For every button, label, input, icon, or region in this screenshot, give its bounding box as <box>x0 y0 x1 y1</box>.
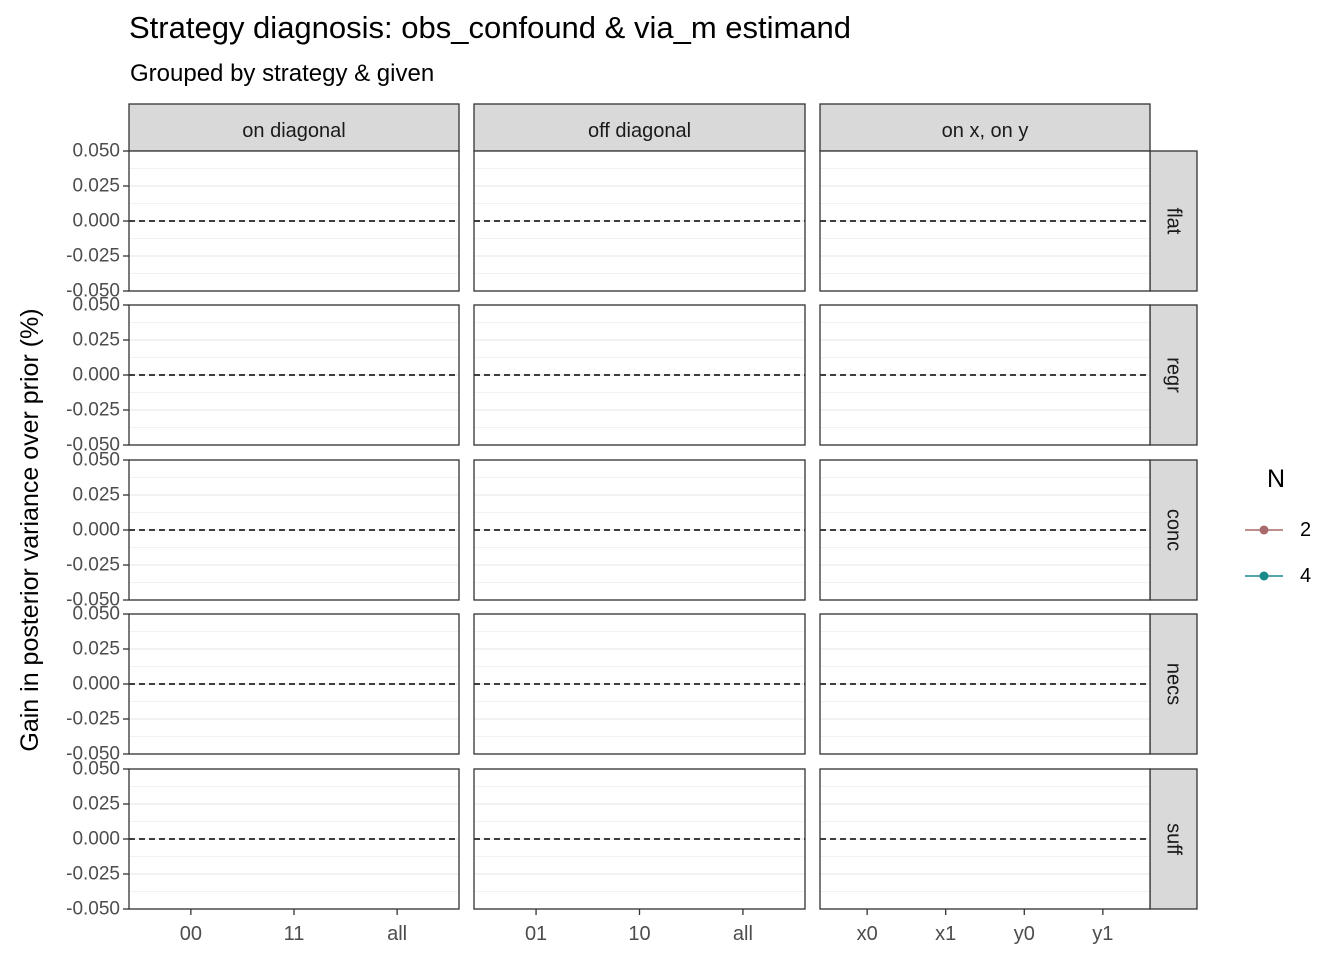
y-tick-label: 0.025 <box>72 485 120 506</box>
chart-subtitle: Grouped by strategy & given <box>130 60 435 87</box>
panel-border <box>819 304 1151 446</box>
panel-border <box>819 613 1151 755</box>
row-strip-label-necs: necs <box>1163 663 1185 705</box>
legend-title: N <box>1267 465 1285 493</box>
x-tick-label-x0: x0 <box>857 923 878 945</box>
panel-regr-2 <box>473 304 806 446</box>
row-strip-label-regr: regr <box>1163 357 1185 393</box>
x-tick-label-01: 01 <box>525 923 547 945</box>
y-tick-label: -0.050 <box>66 590 120 611</box>
legend-label-4: 4 <box>1300 565 1311 587</box>
panel-conc-3 <box>819 459 1151 601</box>
row-strip-necs <box>1149 613 1198 755</box>
y-tick-label: -0.050 <box>66 899 120 920</box>
panel-conc-1 <box>128 459 460 601</box>
panel-border <box>473 150 806 292</box>
y-tick-label: -0.025 <box>66 555 120 576</box>
row-strip-flat <box>1149 150 1198 292</box>
chart-title: Strategy diagnosis: obs_confound & via_m… <box>129 10 852 45</box>
y-tick-label: 0.050 <box>72 450 120 471</box>
panel-necs-3 <box>819 613 1151 755</box>
y-tick-label: -0.050 <box>66 281 120 302</box>
panel-suff-2 <box>473 768 806 910</box>
y-tick-label: 0.025 <box>72 794 120 815</box>
panel-suff-3 <box>819 768 1151 910</box>
x-tick-label-10: 10 <box>628 923 650 945</box>
y-tick-label: 0.000 <box>72 520 120 541</box>
y-tick-label: 0.000 <box>72 829 120 850</box>
col-strip-label-1: on diagonal <box>242 120 345 142</box>
x-tick-label-all: all <box>733 923 753 945</box>
y-axis-title: Gain in posterior variance over prior (%… <box>16 308 44 751</box>
y-tick-label: -0.025 <box>66 246 120 267</box>
y-tick-label: 0.025 <box>72 176 120 197</box>
y-tick-label: 0.050 <box>72 141 120 162</box>
panel-border <box>819 150 1151 292</box>
panel-necs-2 <box>473 613 806 755</box>
y-tick-label: 0.000 <box>72 211 120 232</box>
y-tick-label: 0.025 <box>72 639 120 660</box>
panel-regr-1 <box>128 304 460 446</box>
x-tick-label-00: 00 <box>180 923 202 945</box>
row-strip-regr <box>1149 304 1198 446</box>
x-tick-label-all: all <box>387 923 407 945</box>
panel-necs-1 <box>128 613 460 755</box>
y-tick-label: 0.050 <box>72 759 120 780</box>
y-tick-label: 0.000 <box>72 365 120 386</box>
y-tick-label: -0.050 <box>66 435 120 456</box>
x-tick-label-y0: y0 <box>1014 923 1035 945</box>
x-tick-label-x1: x1 <box>935 923 956 945</box>
panel-border <box>819 459 1151 601</box>
x-tick-label-y1: y1 <box>1092 923 1113 945</box>
y-tick-label: -0.025 <box>66 709 120 730</box>
legend-key-point-4 <box>1259 571 1269 581</box>
col-strip-label-3: on x, on y <box>942 120 1029 142</box>
y-tick-label: 0.000 <box>72 674 120 695</box>
y-tick-label: 0.050 <box>72 295 120 316</box>
row-strip-label-flat: flat <box>1163 208 1185 235</box>
panel-border <box>473 459 806 601</box>
col-strip-label-2: off diagonal <box>588 120 691 142</box>
panel-regr-3 <box>819 304 1151 446</box>
legend-label-2: 2 <box>1300 519 1311 541</box>
y-tick-label: -0.050 <box>66 744 120 765</box>
x-tick-label-11: 11 <box>284 923 305 945</box>
row-strip-suff <box>1149 768 1198 910</box>
col-strip-2 <box>473 103 806 152</box>
y-tick-label: 0.050 <box>72 604 120 625</box>
panel-suff-1 <box>128 768 460 910</box>
row-strip-conc <box>1149 459 1198 601</box>
y-tick-label: 0.025 <box>72 330 120 351</box>
panel-flat-1 <box>128 150 460 292</box>
panel-border <box>473 613 806 755</box>
legend-key-point-2 <box>1259 525 1269 535</box>
panel-border <box>473 304 806 446</box>
col-strip-3 <box>819 103 1151 152</box>
y-tick-label: -0.025 <box>66 864 120 885</box>
panel-border <box>819 768 1151 910</box>
row-strip-label-suff: suff <box>1163 823 1185 855</box>
panel-flat-2 <box>473 150 806 292</box>
row-strip-label-conc: conc <box>1163 509 1185 551</box>
y-tick-label: -0.025 <box>66 400 120 421</box>
panel-flat-3 <box>819 150 1151 292</box>
panel-conc-2 <box>473 459 806 601</box>
